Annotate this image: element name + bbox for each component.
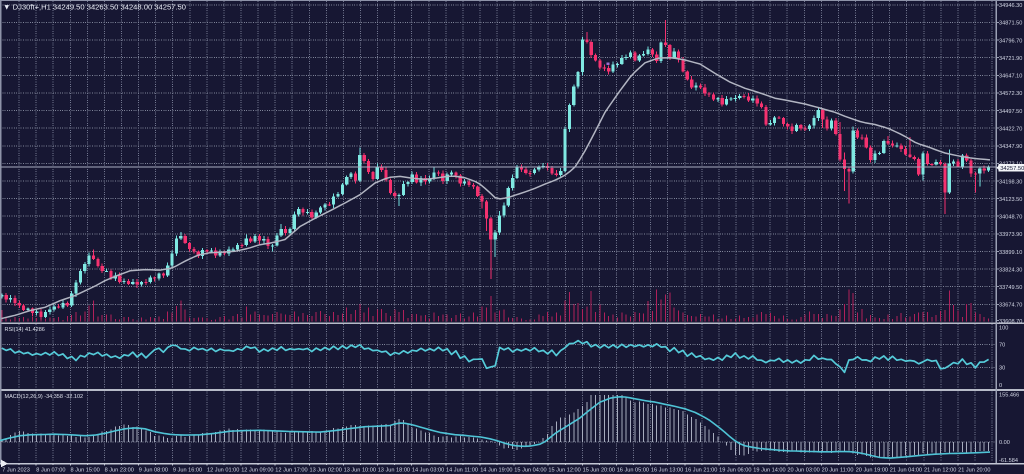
svg-text:70: 70: [999, 343, 1005, 349]
svg-text:34422.70: 34422.70: [999, 126, 1022, 132]
svg-text:7 Jun 2023: 7 Jun 2023: [2, 468, 30, 474]
svg-text:13 Jun 18:00: 13 Jun 18:00: [378, 468, 410, 474]
svg-text:14 Jun 11:00: 14 Jun 11:00: [446, 468, 478, 474]
svg-text:19 Jun 06:00: 19 Jun 06:00: [719, 468, 751, 474]
svg-text:34347.90: 34347.90: [999, 144, 1022, 150]
svg-text:16 Jun 05:00: 16 Jun 05:00: [617, 468, 649, 474]
svg-text:8 Jun 07:00: 8 Jun 07:00: [36, 468, 65, 474]
svg-text:9 Jun 16:00: 9 Jun 16:00: [173, 468, 202, 474]
svg-text:34497.50: 34497.50: [999, 109, 1022, 115]
svg-text:34198.30: 34198.30: [999, 179, 1022, 185]
svg-text:14 Jun 19:00: 14 Jun 19:00: [480, 468, 512, 474]
svg-text:34871.50: 34871.50: [999, 21, 1022, 27]
svg-text:15 Jun 04:00: 15 Jun 04:00: [514, 468, 546, 474]
svg-text:30: 30: [999, 366, 1005, 372]
svg-text:33973.90: 33973.90: [999, 232, 1022, 238]
svg-text:0.00: 0.00: [999, 440, 1010, 446]
svg-text:12 Jun 09:00: 12 Jun 09:00: [241, 468, 273, 474]
svg-text:MACD(12,26,9) -34.358 -32.102: MACD(12,26,9) -34.358 -32.102: [5, 394, 84, 400]
svg-text:100: 100: [999, 325, 1008, 331]
svg-text:34048.70: 34048.70: [999, 215, 1022, 221]
svg-text:20 Jun 19:00: 20 Jun 19:00: [856, 468, 888, 474]
svg-text:16 Jun 13:00: 16 Jun 13:00: [651, 468, 683, 474]
svg-text:33899.10: 33899.10: [999, 250, 1022, 256]
svg-text:34647.10: 34647.10: [999, 74, 1022, 80]
svg-text:13 Jun 10:00: 13 Jun 10:00: [344, 468, 376, 474]
svg-text:34946.30: 34946.30: [999, 3, 1022, 9]
svg-text:34721.90: 34721.90: [999, 56, 1022, 62]
svg-text:21 Jun 12:00: 21 Jun 12:00: [924, 468, 956, 474]
svg-text:33674.70: 33674.70: [999, 303, 1022, 309]
svg-text:15 Jun 12:00: 15 Jun 12:00: [548, 468, 580, 474]
svg-text:34257.50: 34257.50: [1000, 166, 1024, 172]
svg-text:19 Jun 14:00: 19 Jun 14:00: [753, 468, 785, 474]
svg-text:9 Jun 08:00: 9 Jun 08:00: [139, 468, 168, 474]
svg-text:13 Jun 02:00: 13 Jun 02:00: [310, 468, 342, 474]
svg-text:8 Jun 15:00: 8 Jun 15:00: [71, 468, 100, 474]
svg-text:33749.50: 33749.50: [999, 285, 1022, 291]
svg-text:21 Jun 04:00: 21 Jun 04:00: [890, 468, 922, 474]
svg-text:12 Jun 17:00: 12 Jun 17:00: [275, 468, 307, 474]
svg-text:8 Jun 23:00: 8 Jun 23:00: [105, 468, 134, 474]
svg-text:-61.584: -61.584: [999, 458, 1018, 464]
svg-text:14 Jun 03:00: 14 Jun 03:00: [412, 468, 444, 474]
svg-text:33824.30: 33824.30: [999, 267, 1022, 273]
svg-text:20 Jun 11:00: 20 Jun 11:00: [822, 468, 854, 474]
svg-text:34572.30: 34572.30: [999, 91, 1022, 97]
svg-text:15 Jun 20:00: 15 Jun 20:00: [583, 468, 615, 474]
svg-text:20 Jun 03:00: 20 Jun 03:00: [787, 468, 819, 474]
svg-text:12 Jun 01:00: 12 Jun 01:00: [207, 468, 239, 474]
svg-text:155.466: 155.466: [999, 392, 1019, 398]
svg-text:0: 0: [999, 383, 1002, 389]
svg-text:▼ DJ30ft+,H1 34249.50 34263.5: ▼ DJ30ft+,H1 34249.50 34263.50 34248.00 …: [3, 3, 186, 12]
svg-text:34123.50: 34123.50: [999, 197, 1022, 203]
svg-text:21 Jun 20:00: 21 Jun 20:00: [958, 468, 990, 474]
svg-text:RSI(14) 41.4286: RSI(14) 41.4286: [5, 327, 45, 333]
svg-text:16 Jun 21:00: 16 Jun 21:00: [685, 468, 717, 474]
svg-text:34796.70: 34796.70: [999, 38, 1022, 44]
svg-text:33608.70: 33608.70: [999, 319, 1022, 325]
